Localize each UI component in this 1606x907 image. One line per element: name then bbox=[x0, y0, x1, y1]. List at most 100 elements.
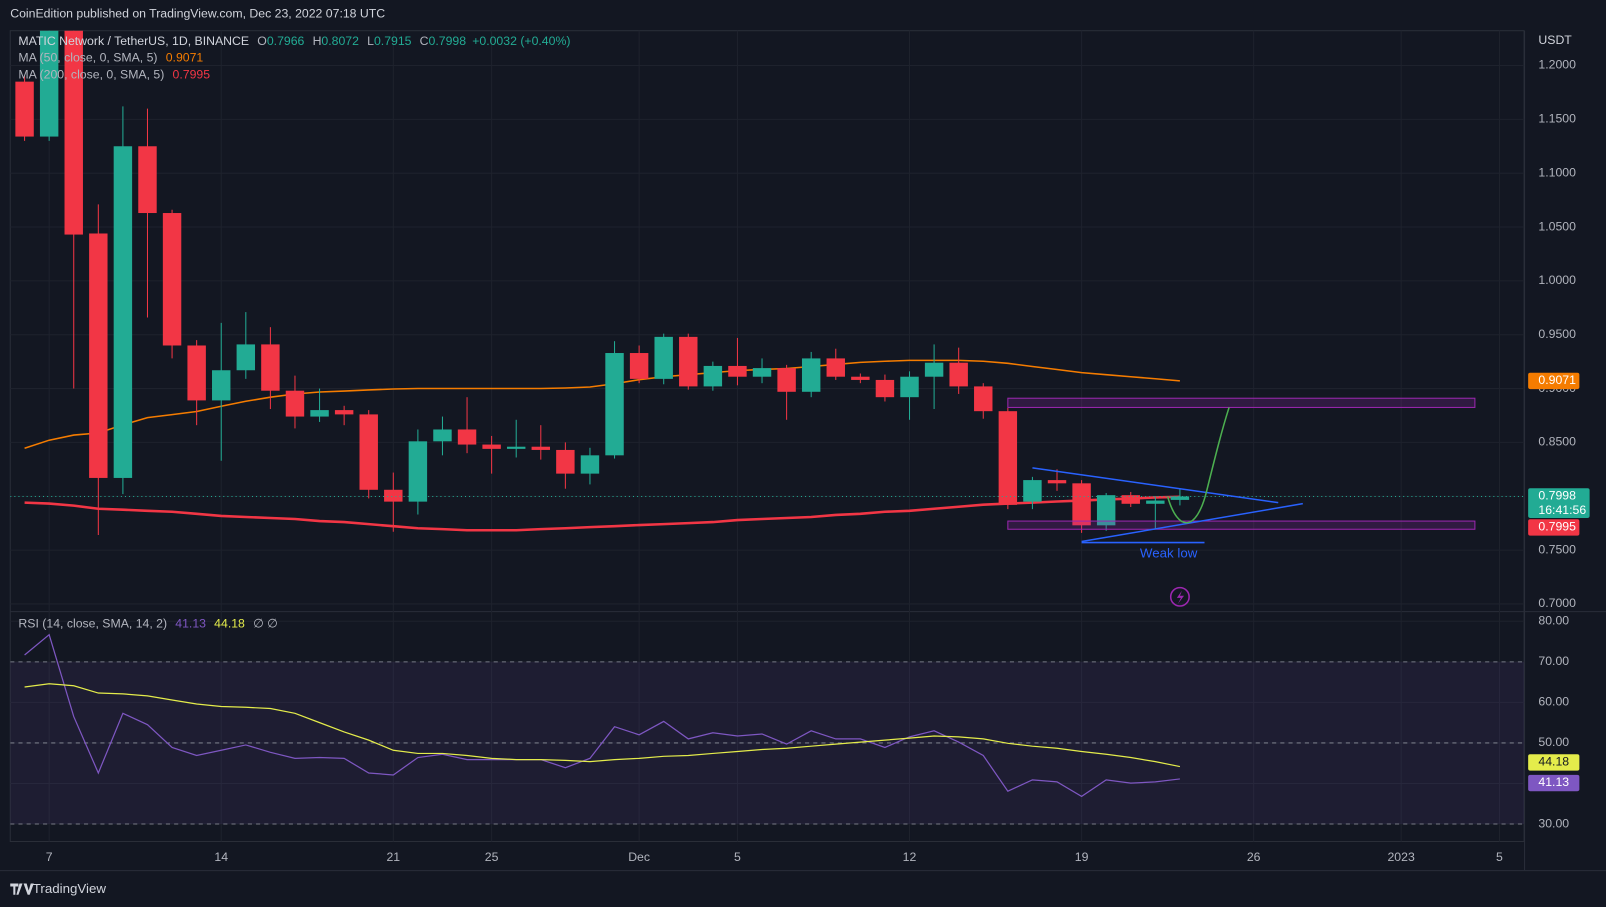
candle-body bbox=[113, 146, 133, 478]
ma200-legend: MA (200, close, 0, SMA, 5) 0.7995 bbox=[18, 68, 210, 82]
x-tick-label: 5 bbox=[1496, 850, 1503, 864]
candle-body bbox=[384, 489, 403, 502]
demand-zone bbox=[1007, 520, 1476, 530]
candle-body bbox=[408, 441, 428, 502]
candle-body bbox=[924, 362, 944, 377]
footer-brand[interactable]: TradingView bbox=[33, 881, 107, 896]
y-tick-label: 0.9500 bbox=[1538, 327, 1576, 341]
footer: TradingView bbox=[10, 881, 106, 896]
ma50-legend: MA (50, close, 0, SMA, 5) 0.9071 bbox=[18, 51, 203, 65]
price-tag-label: 0.7995 bbox=[1538, 520, 1576, 534]
y-tick-label: 0.8500 bbox=[1538, 435, 1576, 449]
candle-body bbox=[236, 344, 256, 371]
candle-body bbox=[1023, 480, 1042, 502]
x-tick-label: 12 bbox=[903, 850, 917, 864]
candle-body bbox=[728, 365, 747, 377]
annotation: Weak low bbox=[1140, 545, 1198, 560]
candle-body bbox=[39, 30, 59, 137]
close-value: 0.7998 bbox=[429, 34, 467, 48]
candle-body bbox=[261, 344, 280, 391]
logo bbox=[10, 883, 34, 895]
legend-label: MA (50, close, 0, SMA, 5) bbox=[18, 51, 157, 65]
price-tag-label: 0.7998 bbox=[1538, 489, 1576, 503]
ohlc-label: C bbox=[420, 34, 429, 48]
candle-body bbox=[187, 345, 206, 401]
price-tag bbox=[1528, 519, 1580, 536]
candle-body bbox=[310, 410, 329, 417]
rsi-line bbox=[24, 633, 1180, 798]
supply-zone bbox=[1007, 397, 1476, 408]
x-tick-label: 26 bbox=[1247, 850, 1261, 864]
rsi-pane bbox=[10, 633, 1525, 825]
legend-value: 0.9071 bbox=[166, 51, 204, 65]
candle-body bbox=[506, 446, 526, 449]
projection-curve bbox=[1166, 407, 1230, 524]
ohlc-label: H bbox=[313, 34, 322, 48]
candle-body bbox=[629, 353, 649, 379]
candle-body bbox=[605, 353, 624, 456]
trendline bbox=[1081, 502, 1303, 543]
x-tick-label: 19 bbox=[1075, 850, 1089, 864]
candle-body bbox=[703, 365, 723, 387]
candle-body bbox=[998, 411, 1018, 505]
ma-line bbox=[24, 359, 1180, 450]
candle-body bbox=[875, 379, 895, 398]
x-tick-label: 25 bbox=[485, 850, 499, 864]
trendline bbox=[1032, 467, 1279, 504]
candle-body bbox=[1047, 480, 1067, 484]
candle-body bbox=[826, 358, 845, 377]
candle-body bbox=[1072, 483, 1091, 526]
legend-value: 0.7995 bbox=[173, 68, 211, 82]
candle-body bbox=[1121, 495, 1140, 504]
candle-body bbox=[433, 429, 452, 442]
y-tick-label: 0.7500 bbox=[1538, 542, 1576, 556]
y-tick-label: 1.1500 bbox=[1538, 112, 1576, 126]
y-tick-label: 1.0500 bbox=[1538, 219, 1576, 233]
y-tick-label: 30.00 bbox=[1538, 816, 1569, 830]
y-tick-label: 1.2000 bbox=[1538, 58, 1576, 72]
candle-body bbox=[162, 213, 182, 346]
candle-body bbox=[138, 146, 157, 214]
legend-value: 44.18 bbox=[214, 617, 245, 631]
currency-label: USDT bbox=[1538, 33, 1572, 47]
event-icon-bolt bbox=[1176, 590, 1185, 604]
candle-body bbox=[531, 446, 551, 450]
y-tick-label: 50.00 bbox=[1538, 735, 1569, 749]
y-tick-label: 80.00 bbox=[1538, 614, 1569, 628]
event-icon[interactable] bbox=[1169, 586, 1190, 607]
candle-body bbox=[949, 362, 968, 387]
candle-body bbox=[1146, 500, 1165, 504]
rsi-line bbox=[24, 683, 1181, 768]
candle-body bbox=[334, 410, 354, 415]
value-tag bbox=[1528, 774, 1580, 792]
candle-body bbox=[64, 30, 83, 235]
candle-body bbox=[482, 444, 501, 449]
x-tick-label: 2023 bbox=[1388, 850, 1415, 864]
candle-body bbox=[1170, 496, 1190, 500]
legend-value: 41.13 bbox=[175, 617, 206, 631]
legend-extra: ∅ ∅ bbox=[253, 617, 278, 631]
candle-body bbox=[359, 414, 378, 490]
candle-body bbox=[212, 370, 231, 401]
candle-body bbox=[285, 390, 305, 417]
candle-body bbox=[580, 455, 600, 474]
change-value: +0.0032 (+0.40%) bbox=[472, 34, 570, 48]
candle-body bbox=[974, 386, 993, 412]
candle-body bbox=[89, 233, 108, 478]
open-value: 0.7966 bbox=[267, 34, 305, 48]
low-value: 0.7915 bbox=[374, 34, 412, 48]
candle-body bbox=[457, 429, 477, 445]
drawings: Weak low bbox=[1007, 397, 1476, 607]
x-tick-label: 21 bbox=[386, 850, 400, 864]
publish-header: CoinEdition published on TradingView.com… bbox=[10, 7, 385, 21]
y-tick-label: 0.7000 bbox=[1538, 596, 1576, 610]
x-tick-label: 5 bbox=[734, 850, 741, 864]
countdown: 16:41:56 bbox=[1538, 503, 1586, 517]
candle-body bbox=[679, 336, 698, 387]
high-value: 0.8072 bbox=[321, 34, 359, 48]
legend: MATIC Network / TetherUS, 1D, BINANCE O0.… bbox=[18, 33, 1572, 631]
